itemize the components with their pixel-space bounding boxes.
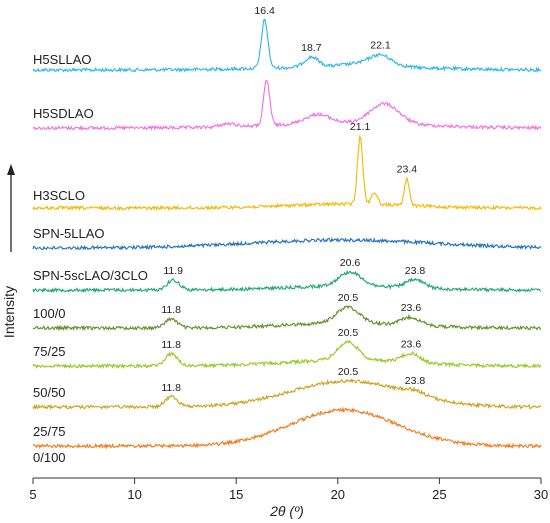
series-label: 50/50 (33, 385, 66, 400)
peak-label: 11.8 (161, 382, 181, 394)
intensity-arrow-head (7, 164, 15, 175)
series-line-SPN-5scLAO/3CLO (32, 269, 542, 294)
x-tick-label: 25 (432, 487, 446, 502)
x-tick-label: 10 (127, 487, 141, 502)
series-label: H5SLLAO (33, 52, 92, 67)
series-label: H3SCLO (33, 188, 85, 203)
series-label: SPN-5scLAO/3CLO (33, 268, 148, 283)
series-line-50/50 (32, 378, 542, 411)
peak-label: 11.8 (161, 339, 181, 351)
y-axis-label: Intensity (1, 286, 17, 338)
peak-label: 21.1 (350, 121, 371, 133)
peak-label: 23.8 (405, 375, 426, 387)
x-tick-label: 20 (331, 487, 345, 502)
peak-label: 11.8 (161, 304, 181, 316)
series-label: 25/75 (33, 424, 66, 439)
peak-label: 20.5 (338, 327, 359, 339)
series-label: H5SDLAO (33, 106, 94, 121)
peak-label: 23.6 (401, 302, 422, 314)
series-line-H5SLLAO (32, 18, 542, 74)
x-axis-ticks: 5 10 15 20 25 30 (29, 478, 548, 502)
series-label: 100/0 (33, 306, 66, 321)
series-line-H3SCLO (32, 134, 542, 212)
series-line-75/25 (32, 340, 542, 370)
x-tick-label: 30 (534, 487, 548, 502)
series-label: SPN-5LLAO (33, 226, 105, 241)
series-line-SPN-5LLAO (32, 237, 542, 251)
label-0-100: 0/100 (33, 450, 66, 465)
peak-labels-group: 16.4 18.7 22.1 21.1 23.4 11.9 20.6 23.8 11.8 20.5… (161, 5, 425, 394)
peak-label: 11.9 (163, 265, 183, 277)
series-line-25/75 (32, 406, 542, 450)
peak-label: 20.5 (338, 292, 359, 304)
x-axis-label: 2θ (º) (269, 503, 304, 519)
series-line-H5SDLAO (32, 79, 542, 132)
x-tick-label: 5 (29, 487, 36, 502)
x-tick-label: 15 (229, 487, 243, 502)
series-label: 75/25 (33, 344, 66, 359)
series-line-100/0 (32, 305, 542, 332)
trace-labels-group: H5SLLAO H5SDLAO H3SCLO SPN-5LLAO SPN-5scLAO/… (33, 52, 148, 439)
peak-label: 23.6 (401, 338, 422, 350)
peak-label: 23.8 (405, 265, 426, 277)
peak-label: 20.5 (338, 366, 359, 378)
peak-label: 20.6 (340, 257, 361, 269)
peak-label: 22.1 (370, 40, 391, 52)
peak-label: 16.4 (254, 5, 275, 17)
peak-label: 18.7 (301, 42, 322, 54)
traces-group (32, 18, 542, 450)
peak-label: 23.4 (397, 163, 418, 175)
